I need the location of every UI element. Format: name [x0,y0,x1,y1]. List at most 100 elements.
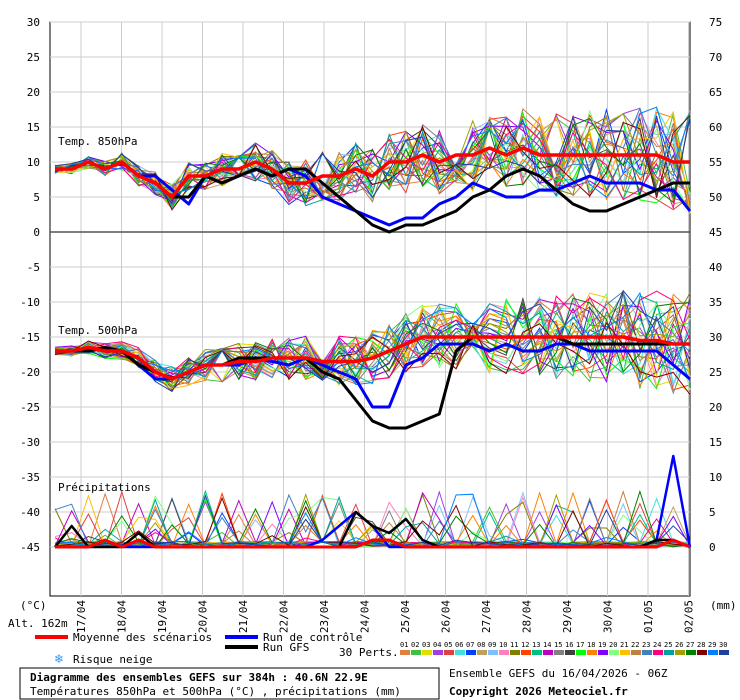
right-tick-label: 45 [709,226,722,239]
pert-legend-swatch [411,650,421,655]
right-tick-label: 25 [709,366,722,379]
pert-line-t500 [54,312,691,395]
series-line-t500 [55,342,691,409]
legend-mean-label: Moyenne des scénarios [73,631,212,644]
pert-legend-swatch [543,650,553,655]
left-tick-label: 30 [27,16,40,29]
pert-legend-swatch [455,650,465,655]
pert-legend-swatch [708,650,718,655]
pert-legend-swatch [521,650,531,655]
pert-legend-label: 22 [631,641,639,649]
pert-legend-label: 21 [620,641,628,649]
left-axis-unit: (°C) [20,599,47,612]
right-tick-label: 70 [709,51,722,64]
pert-line-precip [54,496,691,548]
left-tick-label: 20 [27,86,40,99]
right-tick-label: 35 [709,296,722,309]
left-tick-label: -5 [27,261,40,274]
pert-line-t500 [54,303,691,378]
pert-legend-swatch [565,650,575,655]
pert-legend-label: 18 [587,641,595,649]
pert-legend-label: 07 [466,641,474,649]
pert-legend-label: 23 [642,641,650,649]
x-tick-label: 01/05 [642,600,655,633]
pert-legend-swatch [642,650,652,655]
right-axis-unit: (mm) [710,599,737,612]
pert-legend-label: 29 [708,641,716,649]
left-tick-label: 5 [33,191,40,204]
right-tick-label: 0 [709,541,716,554]
pert-line-precip [54,493,691,548]
pert-legend-label: 26 [675,641,683,649]
pert-legend-swatch [554,650,564,655]
pert-legend-label: 04 [433,641,441,649]
left-tick-label: 10 [27,156,40,169]
pert-legend-swatch [532,650,542,655]
pert-legend-label: 08 [477,641,485,649]
pert-legend-swatch [719,650,729,655]
left-tick-label: -10 [20,296,40,309]
pert-legend-swatch [631,650,641,655]
left-axis-ticks: 30 25 20 15 10 5 0 -5 -10 -15 -20 -25 -30 -35 -40 -45 [20,16,40,554]
pert-legend-swatch [510,650,520,655]
panel-label-t850: Temp. 850hPa [58,135,137,148]
panel-label-t500: Temp. 500hPa [58,324,137,337]
pert-legend-label: 05 [444,641,452,649]
chart-title: Diagramme des ensembles GEFS sur 384h : … [30,671,368,684]
x-tick-label: 21/04 [237,600,250,633]
pert-line-t500 [54,290,691,384]
x-tick-label: 02/05 [683,600,696,633]
pert-line-t500 [54,289,691,393]
right-tick-label: 75 [709,16,722,29]
right-tick-label: 15 [709,436,722,449]
pert-legend-label: 15 [554,641,562,649]
pert-legend-label: 06 [455,641,463,649]
pert-line-t500 [54,298,691,380]
right-tick-label: 65 [709,86,722,99]
right-tick-label: 5 [709,506,716,519]
pert-legend-swatch [609,650,619,655]
pert-legend-label: 11 [510,641,518,649]
series-line-precip [55,538,691,549]
x-tick-label: 18/04 [116,600,129,633]
pert-legend-label: 09 [488,641,496,649]
pert-legend-swatch [664,650,674,655]
pert-legend-label: 12 [521,641,529,649]
pert-legend-swatch [466,650,476,655]
series-line-t850 [55,160,692,227]
left-tick-label: 0 [33,226,40,239]
left-tick-label: -25 [20,401,40,414]
pert-legend-label: 25 [664,641,672,649]
x-tick-label: 25/04 [399,600,412,633]
pert-legend-label: 19 [598,641,606,649]
right-tick-label: 40 [709,261,722,274]
left-tick-label: -35 [20,471,40,484]
altitude-label: Alt. 162m [8,617,68,630]
chart-subtitle: Températures 850hPa et 500hPa (°C) , pré… [30,685,401,698]
series-line-t500 [55,335,690,381]
pert-legend-label: 27 [686,641,694,649]
left-tick-label: -45 [20,541,40,554]
right-tick-label: 50 [709,191,722,204]
x-tick-label: 22/04 [278,600,291,633]
pert-legend-label: 14 [543,641,551,649]
legend-gfs-label: Run GFS [263,641,309,654]
pert-legend-label: 02 [411,641,419,649]
pert-legend-swatch [675,650,685,655]
copyright: Copyright 2026 Meteociel.fr [449,685,628,698]
pert-legend-swatch [444,650,454,655]
snowflake-icon: ❄ [54,652,64,666]
right-tick-label: 20 [709,401,722,414]
pert-legend-swatch [697,650,707,655]
pert-legend-label: 10 [499,641,507,649]
pert-legend-label: 20 [609,641,617,649]
pert-line-t850 [54,106,691,200]
pert-legend-label: 03 [422,641,430,649]
pert-legend-label: 13 [532,641,540,649]
left-tick-label: 15 [27,121,40,134]
pert-line-t850 [54,107,691,214]
x-axis-ticks: 17/04 18/04 19/04 20/04 21/04 22/04 23/04 24/04… [75,600,696,633]
x-tick-label: 23/04 [318,600,331,633]
